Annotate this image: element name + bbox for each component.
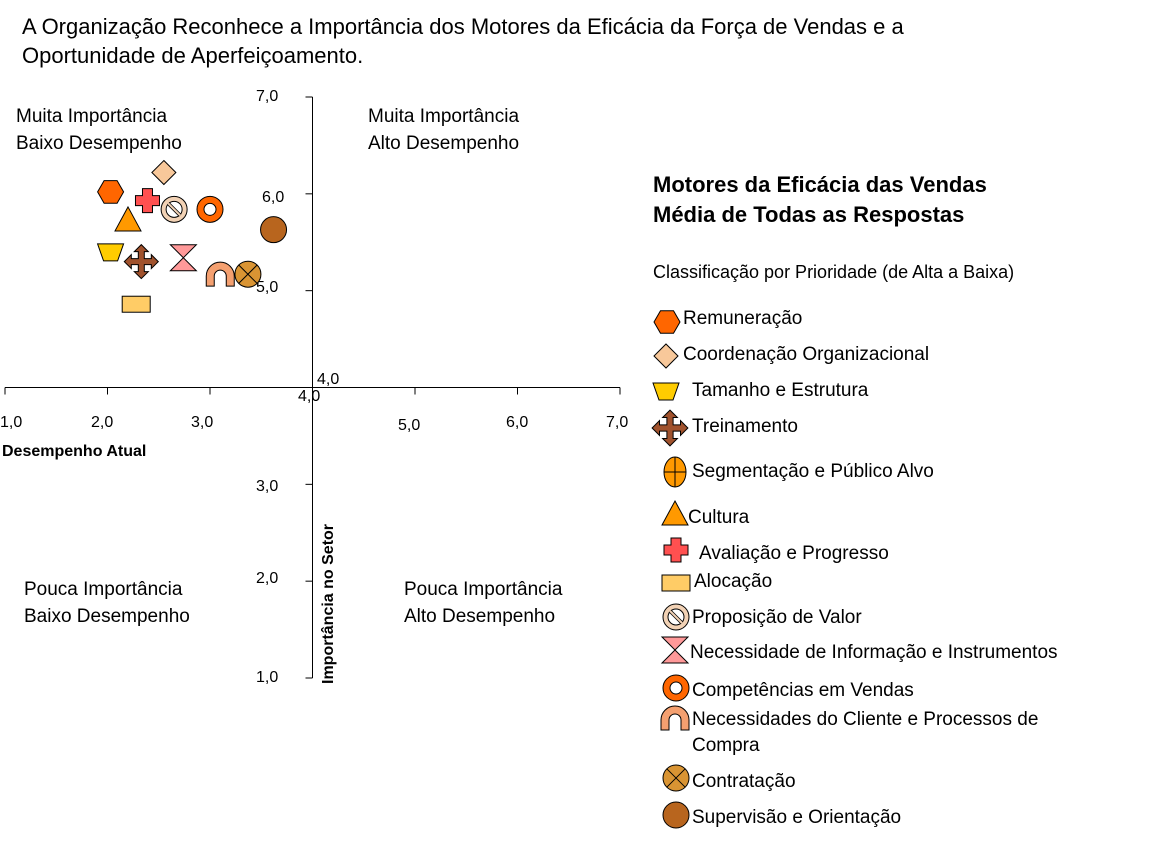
data-point-hourglass [169,244,198,272]
legend-marker-four-arrows-icon [651,409,689,447]
data-point-no-symbol [160,195,188,223]
legend-marker-circle-x-icon [662,764,690,792]
data-point-plus [134,188,160,214]
legend-label-supervisao: Supervisão e Orientação [692,807,902,828]
data-point-filled-circle [260,216,288,244]
legend-marker-triangle-icon [661,499,689,526]
quadrant-label-line: Alto Desempenho [368,133,520,154]
legend-marker-hexagon-icon [653,310,681,334]
y-tick-label: 5,0 [256,279,279,296]
data-point-triangle [114,205,142,232]
y-tick-label: 2,0 [256,570,279,587]
legend-title-line2: Média de Todas as Respostas [653,202,965,227]
legend-marker-arch-icon [660,705,690,731]
quadrant-label-line: Muita Importância [368,106,520,127]
legend-title-line1: Motores da Eficácia das Vendas [653,172,987,197]
quadrant-label-line: Pouca Importância [24,579,183,600]
legend-label-contratacao: Contratação [692,771,796,792]
legend-label-avaliacao: Avaliação e Progresso [699,543,889,564]
x-tick-label: 2,0 [91,414,114,431]
legend-marker-rectangle-icon [661,574,691,592]
legend-markers [651,310,691,829]
legend-label-alocacao: Alocação [694,571,773,592]
legend-marker-plus-icon [663,537,689,563]
legend-marker-filled-circle-icon [662,801,690,829]
x-tick-label: 5,0 [398,417,421,434]
y-tick-label: 7,0 [256,88,279,105]
y-tick-label: 3,0 [256,478,279,495]
y-tick-label: 6,0 [262,189,285,206]
x-tick-label: 3,0 [191,414,214,431]
quadrant-label-bottom-left: Pouca Importância Baixo Desempenho [24,576,190,630]
quadrant-label-top-right: Muita Importância Alto Desempenho [368,103,519,157]
chart-points [96,159,288,313]
quadrant-label-top-left: Muita Importância Baixo Desempenho [16,103,182,157]
legend-label-competencias: Competências em Vendas [692,680,914,701]
legend-label-coordenacao: Coordenação Organizacional [683,344,930,365]
chart-title-line2: Oportunidade de Aperfeiçoamento. [22,43,364,68]
data-point-rectangle [121,295,151,313]
quadrant-label-line: Baixo Desempenho [24,606,190,627]
x-tick-label: 4,0 [298,388,321,405]
legend-marker-no-symbol-icon [662,603,690,631]
data-point-hexagon [97,180,125,204]
quadrant-label-line: Muita Importância [16,106,168,127]
legend-label-cultura: Cultura [688,507,750,528]
chart-axes [4,96,621,679]
legend-label-tamanho: Tamanho e Estrutura [692,380,869,401]
x-axis-label: Desempenho Atual [2,443,147,460]
x-tick-label: 1,0 [0,414,23,431]
x-tick-label: 7,0 [606,414,629,431]
legend-label-necessidades-cliente: Necessidades do Cliente e Processos de C… [692,709,1039,756]
chart-title-line1: A Organização Reconhece a Importância do… [22,14,904,39]
legend-marker-diamond-icon [653,343,679,369]
chart-title: A Organização Reconhece a Importância do… [22,12,1102,70]
legend-label-segmentacao: Segmentação e Público Alvo [692,461,934,482]
x-tick-label: 6,0 [506,414,529,431]
legend-label-necessidade: Necessidade de Informação e Instrumentos [690,642,1058,663]
y-tick-label: 4,0 [317,371,340,388]
legend-subtitle: Classificação por Prioridade (de Alta a … [653,262,1015,282]
y-tick-label: 1,0 [256,669,279,686]
legend-marker-trapezoid-icon [652,382,680,401]
data-point-arch [205,261,235,287]
legend-title: Motores da Eficácia das Vendas Média de … [653,170,987,230]
data-point-four-arrows [123,243,160,280]
legend-label-treinamento: Treinamento [692,416,798,437]
legend-marker-ring-icon [662,674,690,702]
legend-label-proposicao: Proposição de Valor [692,607,862,628]
data-point-circle-x [234,260,262,288]
legend-marker-hourglass-icon [660,636,690,664]
data-point-trapezoid [96,243,125,262]
legend-label-remuneracao: Remuneração [683,308,803,329]
quadrant-label-line: Alto Desempenho [404,606,556,627]
quadrant-label-line: Baixo Desempenho [16,133,182,154]
legend-marker-circle-cross-icon [663,456,687,488]
data-point-diamond [151,159,177,186]
quadrant-label-line: Pouca Importância [404,579,563,600]
data-point-ring [196,195,224,223]
quadrant-label-bottom-right: Pouca Importância Alto Desempenho [404,576,562,630]
